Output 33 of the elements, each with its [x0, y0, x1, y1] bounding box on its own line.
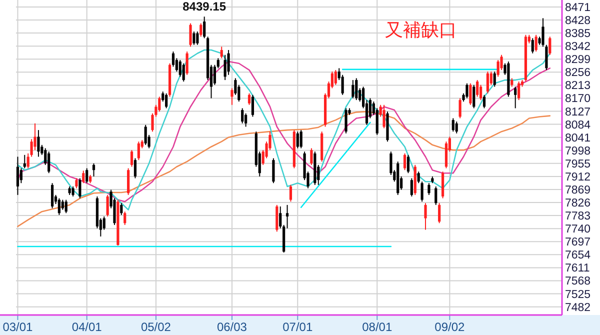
y-tick-label: 8428	[565, 15, 591, 28]
x-tick-label: 05/02	[140, 320, 172, 334]
y-tick-label: 7697	[565, 236, 591, 249]
y-tick-label: 8299	[565, 54, 591, 66]
y-tick-label: 8256	[565, 67, 591, 80]
y-tick-label: 8041	[565, 132, 591, 144]
x-tick-label: 08/01	[362, 320, 392, 334]
y-tick-label: 7568	[565, 276, 591, 288]
y-tick-label: 7482	[565, 302, 591, 314]
y-tick-label: 7783	[565, 210, 591, 223]
y-tick-label: 7740	[565, 224, 591, 236]
y-tick-label: 8213	[565, 80, 591, 92]
x-tick-label: 03/01	[2, 320, 34, 334]
x-tick-label: 09/02	[434, 320, 466, 334]
y-tick-label: 7525	[565, 288, 591, 301]
y-tick-label: 8170	[565, 93, 591, 106]
y-tick-label: 7869	[565, 184, 591, 196]
y-tick-label: 7998	[565, 145, 591, 158]
y-tick-label: 7955	[565, 158, 591, 170]
y-tick-label: 7912	[565, 171, 591, 184]
annotation: 又補缺口	[385, 20, 457, 41]
x-tick-label: 07/01	[282, 320, 313, 334]
x-tick-label: 04/01	[72, 320, 102, 334]
y-tick-label: 8084	[565, 119, 592, 132]
annotation: 8439.15	[182, 0, 226, 14]
x-tick-label: 06/03	[216, 320, 248, 334]
y-tick-label: 8342	[565, 41, 591, 54]
y-tick-label: 8385	[565, 28, 591, 40]
y-tick-label: 7654	[565, 250, 592, 262]
y-tick-label: 8471	[565, 2, 591, 14]
y-tick-label: 7826	[565, 198, 591, 210]
y-tick-label: 8127	[565, 106, 591, 118]
y-tick-label: 7611	[565, 262, 590, 275]
